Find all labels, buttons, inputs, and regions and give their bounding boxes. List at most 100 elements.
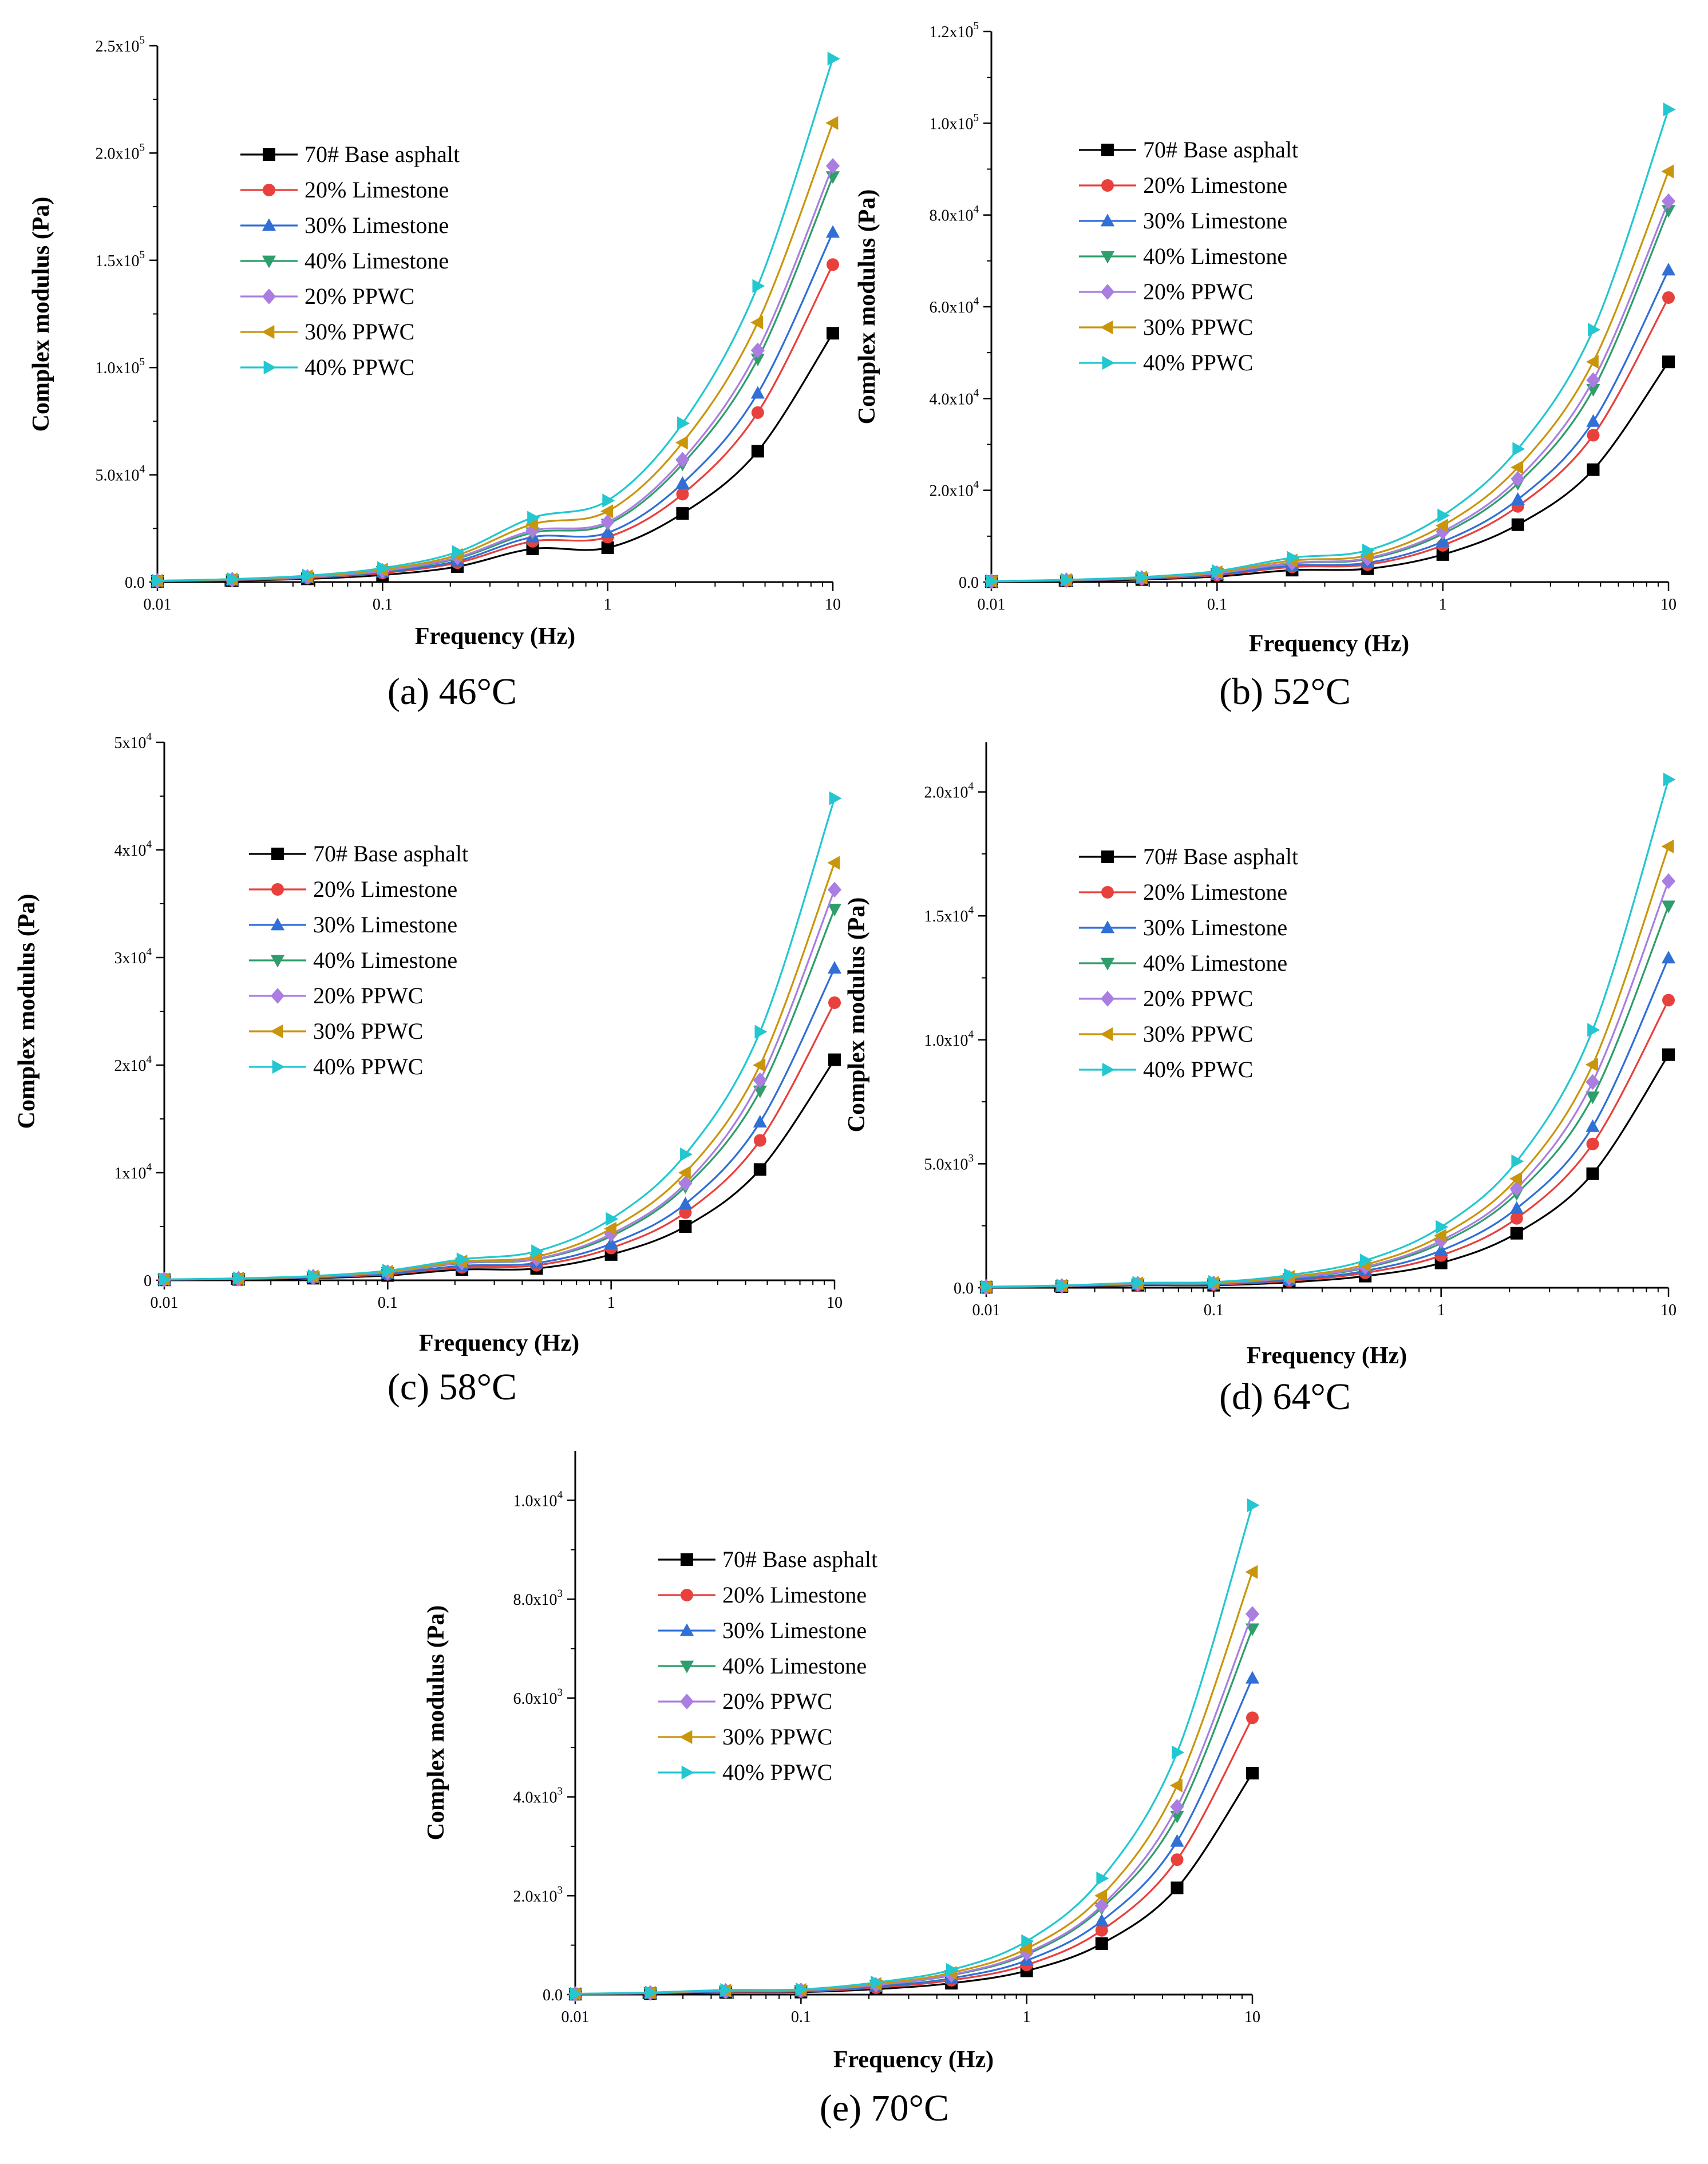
y-tick-label: 2.5x105	[96, 34, 145, 56]
y-tick-label: 4.0x104	[930, 387, 979, 408]
data-point	[828, 996, 841, 1009]
data-point	[1586, 355, 1599, 369]
y-tick-label: 3x104	[114, 946, 152, 967]
data-point	[1436, 1220, 1449, 1234]
legend-marker	[270, 917, 285, 931]
data-point	[1095, 1937, 1108, 1951]
legend-label: 30% Limestone	[1143, 915, 1287, 940]
data-point	[452, 545, 465, 559]
y-tick-label: 5x104	[114, 731, 152, 752]
series-line	[986, 999, 1670, 1288]
legend: 70# Base asphalt 20% Limestone 30% Limesto…	[658, 1546, 877, 1785]
legend-label: 40% Limestone	[722, 1653, 867, 1679]
data-point	[1095, 1924, 1108, 1937]
legend-marker	[262, 255, 276, 268]
x-tick-label: 1	[1437, 1301, 1445, 1319]
x-axis-label: Frequency (Hz)	[415, 623, 575, 650]
x-tick-label: 0.1	[791, 2008, 811, 2026]
legend-label: 20% Limestone	[1143, 172, 1287, 198]
data-point	[1246, 1711, 1259, 1724]
x-axis-label: Frequency (Hz)	[419, 1330, 579, 1356]
x-tick-label: 1	[1023, 2008, 1031, 2026]
data-point	[1586, 414, 1600, 427]
series-line	[164, 908, 836, 1281]
series-line	[164, 1002, 836, 1281]
series-2	[980, 994, 1675, 1293]
legend-marker	[1101, 144, 1114, 156]
data-point	[1284, 1268, 1297, 1283]
panel-caption: (a) 46°C	[388, 671, 517, 713]
legend-label: 30% PPWC	[305, 319, 414, 345]
data-point	[600, 504, 614, 519]
data-point	[525, 517, 538, 531]
data-point	[827, 327, 839, 340]
data-point	[1662, 291, 1675, 304]
data-point	[678, 1196, 693, 1209]
data-point	[1056, 1278, 1069, 1293]
series-2	[985, 291, 1675, 588]
series-5	[984, 193, 1676, 590]
data-point	[1509, 1201, 1524, 1214]
data-point	[1247, 1498, 1260, 1513]
panel-caption: (e) 70°C	[820, 2087, 949, 2129]
x-tick-label: 10	[1660, 596, 1677, 614]
panel-caption: (c) 58°C	[388, 1366, 517, 1408]
data-point	[1245, 1606, 1260, 1622]
y-axis-label: Complex modulus (Pa)	[14, 894, 40, 1129]
legend-label: 20% PPWC	[1143, 986, 1253, 1011]
legend-label: 70# Base asphalt	[1143, 137, 1298, 163]
series-1	[985, 355, 1675, 588]
series-7	[152, 52, 840, 588]
data-point	[753, 1134, 766, 1147]
y-tick-label: 1.2x105	[930, 20, 979, 41]
legend-label: 70# Base asphalt	[1143, 844, 1298, 869]
series-line	[157, 122, 834, 582]
data-point	[753, 1114, 767, 1128]
legend-label: 40% Limestone	[1143, 243, 1287, 269]
legend-label: 70# Base asphalt	[722, 1546, 877, 1572]
legend-marker	[272, 1059, 285, 1074]
data-point	[1586, 1167, 1599, 1180]
data-point	[1661, 951, 1676, 964]
data-point	[382, 1263, 395, 1278]
legend-marker	[263, 360, 276, 375]
series-line	[575, 1613, 1254, 1995]
series-line	[575, 1628, 1254, 1995]
x-tick-label: 1	[1439, 596, 1447, 614]
legend-marker	[679, 1660, 694, 1674]
series-6	[157, 856, 840, 1287]
data-point	[751, 406, 764, 419]
x-tick-label: 0.01	[972, 1301, 1001, 1319]
data-point	[600, 514, 615, 530]
series-line	[986, 846, 1670, 1288]
series-line	[575, 1572, 1254, 1995]
x-tick-label: 0.01	[562, 2008, 590, 2026]
series-3	[568, 1671, 1260, 2000]
legend-label: 20% PPWC	[305, 283, 414, 309]
data-point	[795, 1982, 808, 1997]
legend-marker	[1100, 213, 1115, 227]
legend-marker	[270, 955, 285, 968]
legend-marker	[1102, 1062, 1115, 1077]
legend-marker	[271, 883, 284, 896]
chart-panel-3: 0.01 0.1 1 10 0 1x104 2x104 3x104 4x104 5x104 Freq…	[14, 731, 843, 1408]
y-tick-label: 0	[144, 1272, 152, 1290]
data-point	[750, 315, 764, 330]
legend-marker	[681, 1765, 694, 1780]
data-point	[1019, 1941, 1033, 1956]
data-point	[677, 416, 690, 430]
data-point	[531, 1244, 544, 1259]
data-point	[678, 1165, 691, 1180]
y-tick-label: 2.0x105	[96, 141, 145, 163]
series-line	[157, 176, 834, 582]
legend-marker	[1101, 886, 1114, 899]
legend-marker	[1100, 284, 1115, 300]
chart-panel-4: 0.01 0.1 1 10 0.0 5.0x103 1.0x104 1.5x104 2.0x10…	[844, 742, 1677, 1418]
data-point	[1661, 193, 1676, 209]
y-tick-label: 2.0x104	[930, 479, 979, 500]
data-point	[1511, 460, 1524, 474]
series-line	[157, 264, 834, 583]
data-point	[1094, 1913, 1109, 1926]
x-tick-label: 1	[607, 1294, 615, 1312]
data-point	[1359, 1253, 1373, 1268]
